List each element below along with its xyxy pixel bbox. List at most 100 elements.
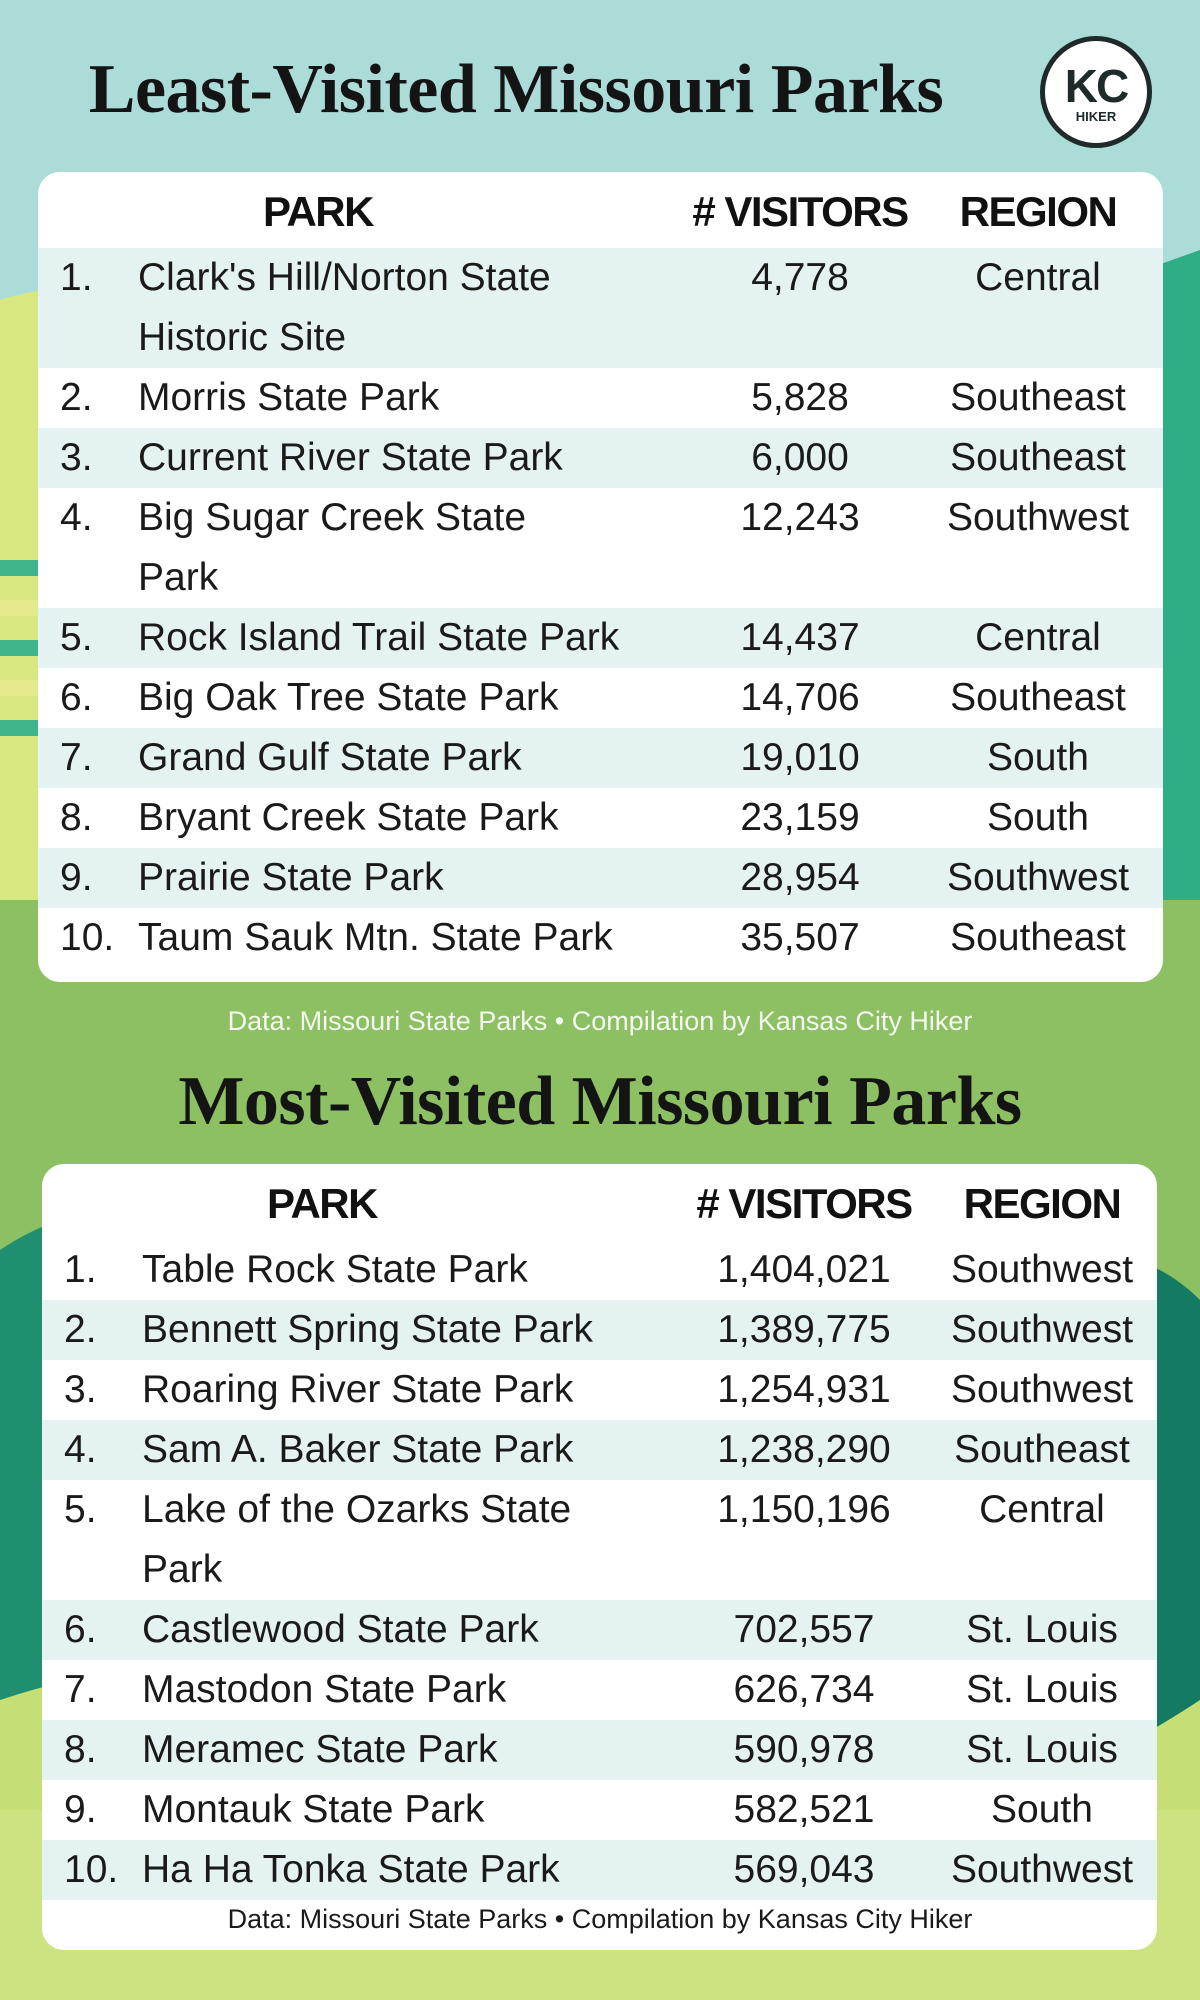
table-row: 8. Bryant Creek State Park 23,159 South — [38, 788, 1163, 848]
park-name: Park — [138, 556, 219, 599]
rank: 4. — [60, 496, 93, 539]
rank: 7. — [64, 1668, 97, 1711]
park-name: Bryant Creek State Park — [138, 796, 559, 839]
table-row: 2. Morris State Park 5,828 Southeast — [38, 368, 1163, 428]
park-name: Historic Site — [138, 316, 347, 359]
region: Central — [979, 1488, 1105, 1531]
table-panel: PARK # VISITORS REGION 1. Clark's Hill/Norto… — [38, 172, 1163, 982]
table-row: 4. Big Sugar Creek State Park 12,243 Southwe… — [38, 488, 1163, 608]
logo-initials: KC — [1064, 60, 1129, 112]
table-title: Least-Visited Missouri Parks — [88, 51, 944, 128]
visitors: 28,954 — [740, 856, 860, 899]
visitors: 14,706 — [740, 676, 860, 719]
column-header: PARK — [263, 188, 374, 235]
park-name: Roaring River State Park — [142, 1368, 574, 1411]
park-name: Morris State Park — [138, 376, 440, 419]
region: Central — [975, 256, 1101, 299]
table-row: 6. Castlewood State Park 702,557 St. Louis — [42, 1600, 1157, 1660]
visitors: 6,000 — [751, 436, 849, 479]
park-name: Sam A. Baker State Park — [142, 1428, 574, 1471]
visitors: 5,828 — [751, 376, 849, 419]
park-name: Prairie State Park — [138, 856, 444, 899]
rank: 8. — [64, 1728, 97, 1771]
region: Southeast — [954, 1428, 1130, 1471]
region: Southwest — [946, 496, 1130, 539]
column-header: PARK — [267, 1180, 378, 1227]
region: Southwest — [950, 1248, 1134, 1291]
region: Southeast — [950, 676, 1126, 719]
logo: KC HIKER — [1040, 36, 1152, 148]
table-row: 6. Big Oak Tree State Park 14,706 Southeast — [38, 668, 1163, 728]
table-row: 4. Sam A. Baker State Park 1,238,290 Southe… — [42, 1420, 1157, 1480]
rank: 9. — [60, 856, 93, 899]
rank: 1. — [60, 256, 93, 299]
source-note: Data: Missouri State Parks • Compilation… — [227, 1006, 973, 1036]
park-name: Taum Sauk Mtn. State Park — [138, 916, 613, 959]
park-name: Big Sugar Creek State — [138, 496, 527, 539]
logo-label: HIKER — [1075, 109, 1117, 124]
table-row: 9. Montauk State Park 582,521 South — [42, 1780, 1157, 1840]
visitors: 582,521 — [733, 1788, 875, 1831]
table-row: 7. Grand Gulf State Park 19,010 South — [38, 728, 1163, 788]
table-row: 7. Mastodon State Park 626,734 St. Louis — [42, 1660, 1157, 1720]
table-row: 5. Lake of the Ozarks State Park 1,150,196 C… — [42, 1480, 1157, 1600]
region: Southwest — [950, 1308, 1134, 1351]
park-name: Bennett Spring State Park — [142, 1308, 593, 1351]
rank: 5. — [60, 616, 93, 659]
park-name: Lake of the Ozarks State — [142, 1488, 572, 1531]
table-panel: PARK # VISITORS REGION 1. Table Rock State P… — [42, 1164, 1157, 1950]
table-row: 1. Clark's Hill/Norton State Historic Site… — [38, 248, 1163, 368]
park-name: Big Oak Tree State Park — [138, 676, 559, 719]
region: St. Louis — [966, 1728, 1118, 1771]
rank: 10. — [64, 1848, 119, 1891]
park-name: Grand Gulf State Park — [138, 736, 522, 779]
visitors: 626,734 — [733, 1668, 875, 1711]
region: South — [987, 796, 1089, 839]
rank: 5. — [64, 1488, 97, 1531]
park-name: Mastodon State Park — [142, 1668, 507, 1711]
region: St. Louis — [966, 1668, 1118, 1711]
region: Southwest — [950, 1368, 1134, 1411]
region: Southeast — [950, 376, 1126, 419]
rank: 6. — [60, 676, 93, 719]
table-title: Most-Visited Missouri Parks — [178, 1063, 1022, 1140]
park-name: Ha Ha Tonka State Park — [142, 1848, 560, 1891]
visitors: 1,389,775 — [717, 1308, 891, 1351]
region: Southeast — [950, 916, 1126, 959]
visitors: 19,010 — [740, 736, 860, 779]
rank: 10. — [60, 916, 115, 959]
table-row: 3. Roaring River State Park 1,254,931 South… — [42, 1360, 1157, 1420]
visitors: 1,404,021 — [717, 1248, 891, 1291]
visitors: 1,150,196 — [717, 1488, 891, 1531]
visitors: 590,978 — [733, 1728, 875, 1771]
rank: 7. — [60, 736, 93, 779]
region: Southwest — [950, 1848, 1134, 1891]
region: Southwest — [946, 856, 1130, 899]
table-row: 1. Table Rock State Park 1,404,021 Southwes… — [42, 1240, 1157, 1300]
region: South — [991, 1788, 1093, 1831]
column-header: # VISITORS — [696, 1180, 913, 1227]
table-row: 3. Current River State Park 6,000 Southeast — [38, 428, 1163, 488]
park-name: Table Rock State Park — [142, 1248, 528, 1291]
rank: 9. — [64, 1788, 97, 1831]
region: Southeast — [950, 436, 1126, 479]
rank: 2. — [64, 1308, 97, 1351]
park-name: Clark's Hill/Norton State — [138, 256, 551, 299]
visitors: 4,778 — [751, 256, 849, 299]
rank: 4. — [64, 1428, 97, 1471]
rank: 8. — [60, 796, 93, 839]
column-header: REGION — [959, 188, 1118, 235]
table-row: 10. Taum Sauk Mtn. State Park 35,507 Southe… — [38, 908, 1163, 968]
rank: 6. — [64, 1608, 97, 1651]
park-name: Montauk State Park — [142, 1788, 485, 1831]
park-name: Park — [142, 1548, 223, 1591]
table-row: 10. Ha Ha Tonka State Park 569,043 Southwes… — [42, 1840, 1157, 1900]
column-header: # VISITORS — [692, 188, 909, 235]
park-name: Castlewood State Park — [142, 1608, 539, 1651]
rank: 2. — [60, 376, 93, 419]
table-row: 8. Meramec State Park 590,978 St. Louis — [42, 1720, 1157, 1780]
visitors: 35,507 — [740, 916, 860, 959]
visitors: 23,159 — [740, 796, 860, 839]
region: South — [987, 736, 1089, 779]
visitors: 1,254,931 — [717, 1368, 891, 1411]
